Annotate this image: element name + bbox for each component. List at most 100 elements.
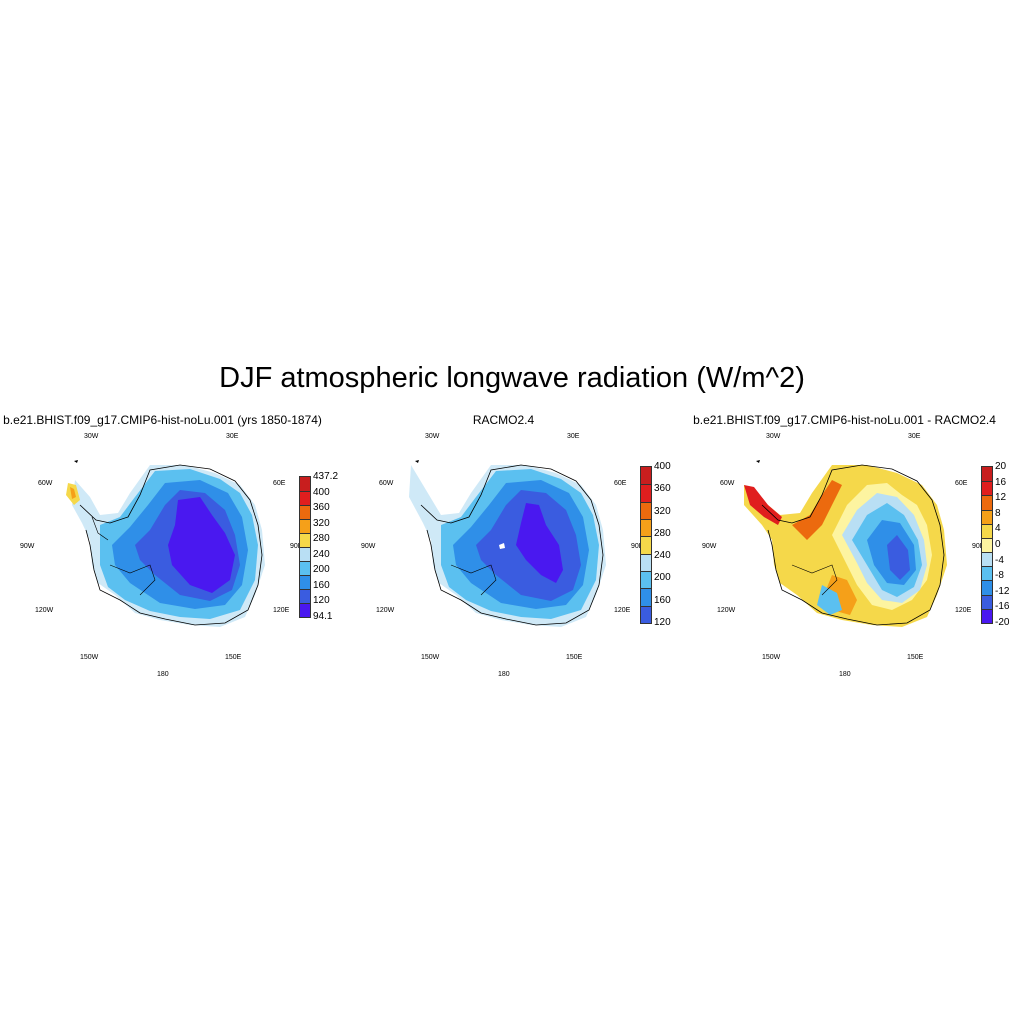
lon-label: 60W: [720, 480, 735, 487]
colorbar-tick-label: 360: [654, 483, 671, 495]
panel-model: b.e21.BHIST.f09_g17.CMIP6-hist-noLu.001 …: [0, 405, 341, 695]
lon-label: 120W: [376, 607, 395, 614]
colorbar-swatch: [640, 483, 652, 503]
colorbar-swatch: [981, 522, 993, 539]
colorbar: 20 16 12 8 4 0 -4 -8 -12 -16 -20: [981, 461, 1009, 628]
colorbar-swatch: [299, 602, 311, 618]
colorbar-swatch: [299, 504, 311, 520]
lon-label: 120E: [955, 607, 972, 614]
colorbar-swatch: [640, 465, 652, 486]
colorbar-tick-label: 320: [313, 517, 330, 529]
colorbar-swatch: [640, 517, 652, 538]
colorbar-swatch: [640, 604, 652, 625]
colorbar-tick-label: -8: [995, 570, 1004, 582]
colorbar-swatch: [299, 574, 311, 590]
colorbar-tick-label: 12: [995, 492, 1007, 504]
colorbar-swatch: [981, 508, 993, 525]
colorbar-swatch: [299, 490, 311, 506]
colorbar-tick-label: -20: [995, 617, 1010, 628]
colorbar-tick-label: 94.1: [313, 611, 333, 622]
lon-label: 60W: [379, 480, 394, 487]
lon-label: 30W: [766, 433, 781, 440]
antarctica-map-model: [66, 460, 265, 627]
colorbar-tick-label: 400: [313, 486, 330, 498]
lon-label: 90W: [20, 543, 35, 550]
lon-label: 180: [839, 671, 851, 678]
panel-title: RACMO2.4: [472, 413, 535, 427]
lon-label: 30W: [84, 433, 99, 440]
lon-label: 90W: [702, 543, 717, 550]
colorbar: 437.2 400 360 320 280 240 200 160 120 94.1: [299, 471, 338, 622]
colorbar-swatch: [981, 593, 993, 610]
colorbar-tick-label: 120: [313, 595, 330, 607]
lon-label: 180: [498, 671, 510, 678]
lon-label: 30E: [226, 433, 239, 440]
coastline: [79, 464, 263, 626]
colorbar-tick-label: 160: [654, 594, 671, 606]
colorbar-swatch: [640, 552, 652, 573]
lon-label: 150E: [907, 654, 924, 661]
level-lt-120: [168, 497, 235, 593]
colorbar-tick-label: 200: [313, 564, 330, 576]
colorbar-tick-label: 16: [995, 476, 1007, 488]
colorbar-swatch: [981, 607, 993, 624]
colorbar-swatch: [640, 569, 652, 590]
colorbar-tick-label: 240: [313, 548, 330, 560]
lon-label: 180: [157, 671, 169, 678]
lon-label: 90W: [361, 543, 376, 550]
colorbar-swatch: [981, 551, 993, 568]
colorbar-swatch: [299, 476, 311, 492]
lon-label: 150E: [566, 654, 583, 661]
lon-label: 150W: [80, 654, 99, 661]
colorbar-swatch: [981, 465, 993, 483]
lon-label: 60E: [273, 480, 286, 487]
colorbar-swatch: [981, 579, 993, 596]
colorbar-tick-label: 120: [654, 617, 671, 628]
colorbar-tick-label: -16: [995, 601, 1010, 613]
colorbar-swatch: [299, 518, 311, 534]
panel-title: b.e21.BHIST.f09_g17.CMIP6-hist-noLu.001 …: [693, 413, 996, 427]
colorbar-swatch: [640, 535, 652, 555]
colorbar-swatch: [299, 532, 311, 548]
lon-label: 90E: [972, 543, 985, 550]
panel-racmo: RACMO2.4 30W 30E 60W 60E 90W 90E 120W 12…: [341, 405, 682, 695]
lon-label: 150E: [225, 654, 242, 661]
colorbar-swatch: [299, 546, 311, 562]
lon-label: 30E: [908, 433, 921, 440]
lon-label: 60E: [955, 480, 968, 487]
colorbar-tick-label: 360: [313, 502, 330, 514]
figure-title: DJF atmospheric longwave radiation (W/m^…: [219, 362, 805, 394]
lon-label: 90E: [290, 543, 303, 550]
colorbar-swatch: [640, 500, 652, 521]
colorbar-tick-label: 320: [654, 505, 671, 517]
lon-label: 30E: [567, 433, 580, 440]
lon-label: 60E: [614, 480, 627, 487]
lon-label: 120E: [273, 607, 290, 614]
colorbar: 400 360 320 280 240 200 160 120: [640, 461, 671, 628]
colorbar-tick-label: 437.2: [313, 471, 339, 482]
colorbar-swatch: [981, 536, 993, 554]
colorbar-tick-label: 280: [313, 533, 330, 545]
lon-label: 30W: [425, 433, 440, 440]
lon-label: 120W: [35, 607, 54, 614]
colorbar-tick-label: 200: [654, 572, 671, 584]
colorbar-swatch: [299, 560, 311, 576]
colorbar-swatch: [981, 494, 993, 511]
colorbar-tick-label: 20: [995, 461, 1007, 472]
lon-label: 150W: [421, 654, 440, 661]
lon-label: 120E: [614, 607, 631, 614]
colorbar-tick-label: 240: [654, 550, 671, 562]
colorbar-swatch: [981, 480, 993, 497]
panel-title: b.e21.BHIST.f09_g17.CMIP6-hist-noLu.001 …: [3, 413, 322, 427]
colorbar-swatch: [981, 565, 993, 582]
colorbar-swatch: [299, 588, 311, 604]
lon-label: 90E: [631, 543, 644, 550]
colorbar-tick-label: 160: [313, 579, 330, 591]
lon-label: 120W: [717, 607, 736, 614]
antarctica-map-difference: [744, 460, 947, 627]
colorbar-tick-label: 280: [654, 527, 671, 539]
antarctica-map-racmo: [409, 460, 606, 627]
lon-label: 60W: [38, 480, 53, 487]
colorbar-tick-label: 400: [654, 461, 671, 472]
panel-difference: b.e21.BHIST.f09_g17.CMIP6-hist-noLu.001 …: [682, 405, 1023, 695]
